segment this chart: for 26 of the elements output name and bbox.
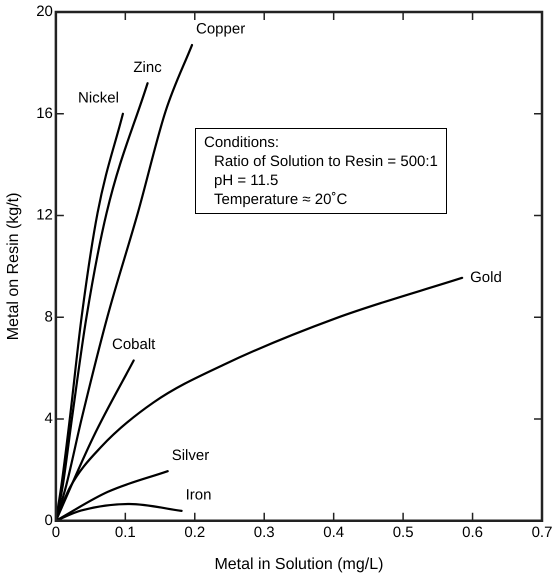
- x-tick-label: 0.7: [532, 524, 552, 541]
- annotation: Temperature ≈ 20˚C: [213, 190, 348, 209]
- y-tick-label: 12: [36, 206, 53, 224]
- y-tick-label: 16: [36, 104, 53, 122]
- y-axis-title: Metal on Resin (kg/t): [5, 192, 22, 340]
- y-tick-label: 20: [36, 3, 53, 20]
- series-label: Cobalt: [112, 336, 156, 354]
- y-tick-label: 0: [44, 512, 53, 529]
- y-tick-label: 4: [44, 410, 53, 428]
- series-label: Nickel: [78, 89, 119, 106]
- series-label: Gold: [470, 268, 502, 286]
- x-axis-title: Metal in Solution (mg/L): [214, 556, 384, 573]
- annotation: Conditions:: [204, 133, 280, 152]
- x-tick-label: 0.5: [392, 524, 414, 541]
- x-tick-label: 0.6: [462, 524, 483, 541]
- annotation: pH = 11.5: [213, 171, 280, 190]
- y-tick-label: 8: [44, 308, 53, 326]
- x-tick-label: 0.4: [323, 524, 344, 541]
- x-tick-label: 0.3: [254, 524, 275, 541]
- series-label: Silver: [172, 446, 210, 464]
- x-tick-label: 0.1: [114, 524, 136, 541]
- series-label: Copper: [196, 20, 246, 38]
- annotation: Ratio of Solution to Resin = 500:1: [213, 152, 438, 171]
- x-tick-label: 0.2: [184, 524, 206, 541]
- series-label: Zinc: [133, 58, 162, 76]
- series-label: Iron: [186, 486, 212, 504]
